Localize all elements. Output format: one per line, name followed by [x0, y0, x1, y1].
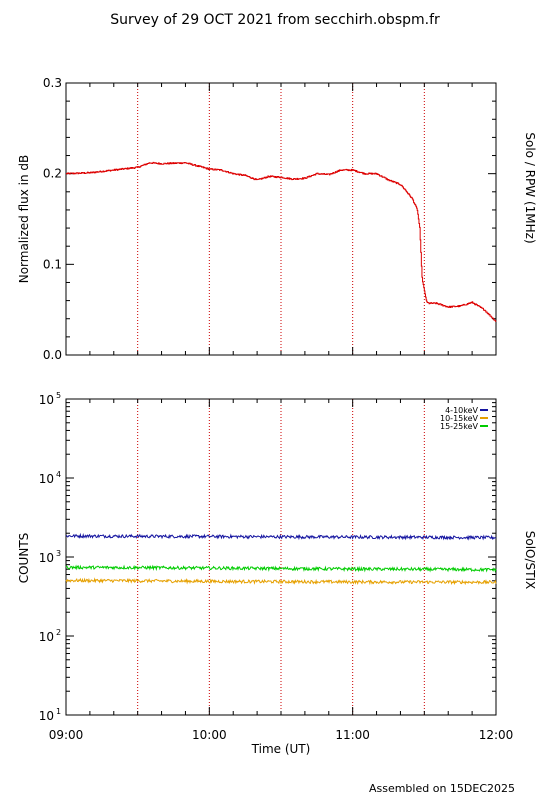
- rpw-right-label: Solo / RPW (1MHz): [523, 132, 537, 243]
- rpw-x-axis: [65, 83, 497, 355]
- stix-x-axis: 09:00 10:00 11:00 12:00: [49, 399, 514, 742]
- stix-y-tick-exponent: 2: [56, 628, 61, 637]
- time-tick-label: 11:00: [335, 728, 370, 742]
- legend-label: 15-25keV: [440, 422, 479, 431]
- stix-y-tick-base: 10: [39, 472, 54, 486]
- stix-y-tick-label: 10: [39, 709, 54, 723]
- stix-series-4-10kev: [65, 532, 497, 541]
- stix-y-tick-base: 10: [39, 551, 54, 565]
- stix-series-10-15kev: [65, 577, 497, 586]
- rpw-y-axis: 0.0 0.1 0.2 0.3: [43, 76, 496, 362]
- stix-y-tick-exponent: 1: [56, 707, 61, 716]
- stix-y-tick-exponent: 3: [56, 549, 61, 558]
- legend-label: 10-15keV: [440, 414, 479, 423]
- time-tick-label: 09:00: [49, 728, 84, 742]
- stix-y-tick-label: 10: [39, 472, 54, 486]
- rpw-y-tick-label: 0.0: [43, 348, 62, 362]
- stix-y-tick-exponent: 5: [56, 391, 61, 400]
- stix-y-tick-exponent: 4: [56, 470, 61, 479]
- time-tick-label: 10:00: [192, 728, 227, 742]
- time-axis-label: Time (UT): [251, 742, 311, 756]
- rpw-y-label: Normalized flux in dB: [17, 155, 31, 284]
- stix-y-tick-label: 10: [39, 630, 54, 644]
- stix-marker-group: [137, 399, 425, 715]
- stix-y-label: COUNTS: [17, 533, 31, 584]
- stix-plot-frame: [65, 398, 497, 716]
- time-tick-label: 12:00: [479, 728, 514, 742]
- stix-series-group: [65, 532, 497, 586]
- stix-y-tick-base: 10: [39, 630, 54, 644]
- legend-label: 4-10keV: [445, 406, 478, 415]
- figure-title: Survey of 29 OCT 2021 from secchirh.obsp…: [110, 12, 440, 28]
- stix-y-tick-label: 10: [39, 551, 54, 565]
- rpw-y-tick-label: 0.3: [43, 76, 62, 90]
- assembled-footer: Assembled on 15DEC2025: [369, 782, 515, 795]
- rpw-y-tick-label: 0.1: [43, 257, 62, 271]
- rpw-y-tick-label: 0.2: [43, 167, 62, 181]
- stix-y-tick-base: 10: [39, 393, 54, 407]
- rpw-marker-group: [137, 83, 425, 355]
- stix-y-tick-label: 10: [39, 393, 54, 407]
- stix-right-label: SolO/STIX: [523, 531, 537, 590]
- stix-series-15-25kev: [65, 564, 497, 573]
- stix-y-tick-base: 10: [39, 709, 54, 723]
- rpw-flux-line: [66, 161, 497, 322]
- rpw-panel: 0.0 0.1 0.2 0.3 Normalized flux in dB Solo …: [17, 76, 537, 362]
